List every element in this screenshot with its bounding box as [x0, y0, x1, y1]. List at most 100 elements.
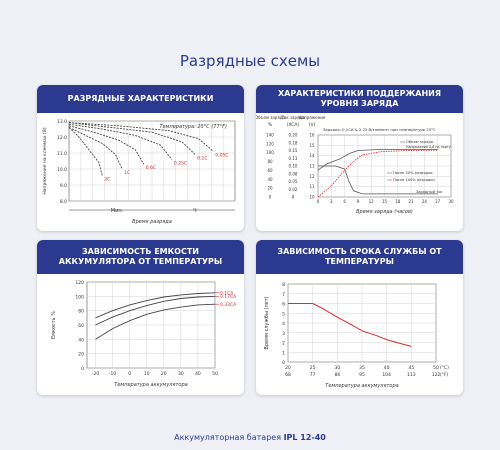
x-axis-label: Температура аккумулятора [325, 383, 398, 389]
x-tick-label: 0 [128, 371, 131, 377]
mid-axis-title: Ток заряда [280, 115, 305, 120]
y-tick-label: 7 [282, 292, 285, 298]
y-tick-label: 8.0 [60, 199, 67, 205]
legend-entry: Напряжение 0,6 на порту [406, 145, 451, 149]
x-axis-label: Время заряда (часов) [356, 209, 413, 215]
x-tick-label: 30 [178, 371, 184, 377]
x-tick-label: 6 [343, 199, 346, 204]
mid-tick-label: 0.20 [289, 133, 298, 138]
x-tick-label-fahrenheit: 113 [407, 372, 416, 378]
rate-label: 0.05C [215, 152, 228, 158]
x-tick-label-celsius: 45 [408, 365, 414, 371]
charge-volume-curve [317, 149, 438, 198]
x-tick-label: 12 [369, 199, 375, 204]
x-tick-label: 24 [422, 199, 428, 204]
capacity-temperature-svg: 120 100 80 60 40 20 0 -20 -10 0 10 20 30 40 50 0.1CA0.1… [51, 280, 237, 388]
rate-label: 0.6C [146, 165, 156, 171]
mid-tick-label: 0.08 [289, 171, 298, 176]
x-tick-label: 0 [317, 199, 320, 204]
mid-tick-label: 0.13 [289, 156, 298, 161]
y-tick-label: 60 [78, 323, 84, 329]
series-label: 0.1CA [220, 291, 234, 297]
mid-tick-label: 0.02 [289, 187, 298, 192]
y-tick-label: 0 [282, 360, 285, 366]
x-tick-label-fahrenheit: 95 [359, 372, 365, 378]
x-tick-label: -20 [92, 371, 99, 377]
y-tick-label: 10.0 [57, 167, 67, 173]
x-tick-label-celsius: 50 [433, 365, 439, 371]
right-tick-label: 10 [309, 195, 315, 200]
y-tick-label: 40 [78, 337, 84, 343]
x-tick-label-celsius: 35 [359, 365, 365, 371]
discharge-curve [68, 122, 214, 152]
x-tick-label: 15 [382, 199, 388, 204]
discharge-curve [68, 126, 123, 170]
y-tick-label: 9.0 [60, 183, 67, 189]
discharge-curve [68, 127, 103, 176]
service-life-curve [288, 303, 412, 347]
y-tick-label: 2 [282, 341, 285, 347]
y-tick-label: 0 [81, 366, 84, 372]
mid-tick-label: 0.18 [289, 140, 298, 145]
capacity-curve [95, 292, 216, 319]
y-tick-label: 12.0 [57, 135, 67, 141]
y-tick-label: 8 [282, 282, 285, 288]
temperature-annotation: Температура: 25°C (77°F) [160, 124, 228, 130]
left-tick-label: 60 [267, 168, 273, 173]
left-tick-label: 20 [267, 186, 273, 191]
legend-entry: Объем заряда [406, 140, 433, 144]
right-tick-label: 13 [309, 164, 315, 169]
y-axis-label: Емкость % [51, 311, 57, 339]
x-tick-label: 10 [144, 371, 150, 377]
legend-entry: После 100% разрядки [393, 178, 435, 182]
x-tick-label: 21 [409, 199, 415, 204]
capacity-temperature-card: ЗАВИСИМОСТЬ ЕМКОСТИ АККУМУЛЯТОРА ОТ ТЕМП… [37, 240, 244, 395]
x-tick-label: 50 [212, 371, 218, 377]
y-tick-label: 4 [282, 321, 285, 327]
charge-current-curve [318, 165, 438, 195]
x-tick-label-fahrenheit: 86 [334, 372, 340, 378]
y-tick-label: 80 [78, 309, 84, 315]
left-axis-unit: % [268, 122, 273, 128]
rate-label: 1C [124, 170, 130, 176]
x-tick-label: 40 [195, 371, 201, 377]
life-temperature-title: ЗАВИСИМОСТЬ СРОКА СЛУЖБЫ ОТ ТЕМПЕРАТУРЫ [256, 240, 463, 274]
y-tick-label: 100 [75, 294, 84, 300]
discharge-curve [68, 122, 196, 155]
mid-tick-label: 0.10 [289, 164, 298, 169]
discharge-curve [68, 125, 145, 165]
discharge-chart-title: РАЗРЯДНЫЕ ХАРАКТЕРИСТИКИ [37, 85, 244, 113]
minutes-label: Мин. [111, 208, 124, 214]
right-tick-label: 12 [309, 174, 315, 179]
celsius-unit: (°C) [440, 365, 449, 371]
x-axis-label: Температура аккумулятора [114, 382, 187, 388]
rate-label: 2C [104, 176, 110, 182]
charging-note: Зарядка: 0,1CA & 2.25 В/элемент при темп… [323, 127, 436, 132]
discharge-curve [68, 123, 173, 160]
x-tick-label-fahrenheit: 77 [310, 372, 316, 378]
x-tick-label: 20 [161, 371, 167, 377]
rate-label: 0.1C [197, 156, 207, 162]
discharge-chart-svg: 13.0 12.0 11.0 10.0 9.0 8.0 Температура: 25°C … [42, 119, 236, 225]
x-tick-label: 30 [448, 199, 454, 204]
x-tick-label: 9 [357, 199, 360, 204]
y-tick-label: 3 [282, 331, 285, 337]
charge-retention-title: ХАРАКТЕРИСТИКИ ПОДДЕРЖАНИЯ УРОВНЯ ЗАРЯДА [256, 85, 463, 113]
y-tick-label: 120 [75, 280, 84, 286]
x-tick-label-celsius: 25 [310, 365, 316, 371]
y-tick-label: 5 [282, 311, 285, 317]
x-tick-label: 27 [435, 199, 441, 204]
x-tick-label-celsius: 30 [334, 365, 340, 371]
right-tick-label: 15 [309, 143, 315, 148]
right-tick-label: 16 [309, 133, 315, 138]
right-axis-title: Напряжение [299, 115, 326, 120]
y-tick-label: 1 [282, 350, 285, 356]
rate-label: 0.25C [174, 160, 187, 166]
voltage-curve [317, 149, 438, 171]
footer-model: IPL 12-40 [283, 433, 326, 442]
right-tick-label: 14 [309, 153, 315, 158]
mid-axis-unit: (XCA) [287, 122, 300, 128]
mid-tick-label: 0.15 [289, 148, 298, 153]
left-tick-label: 140 [266, 133, 274, 138]
